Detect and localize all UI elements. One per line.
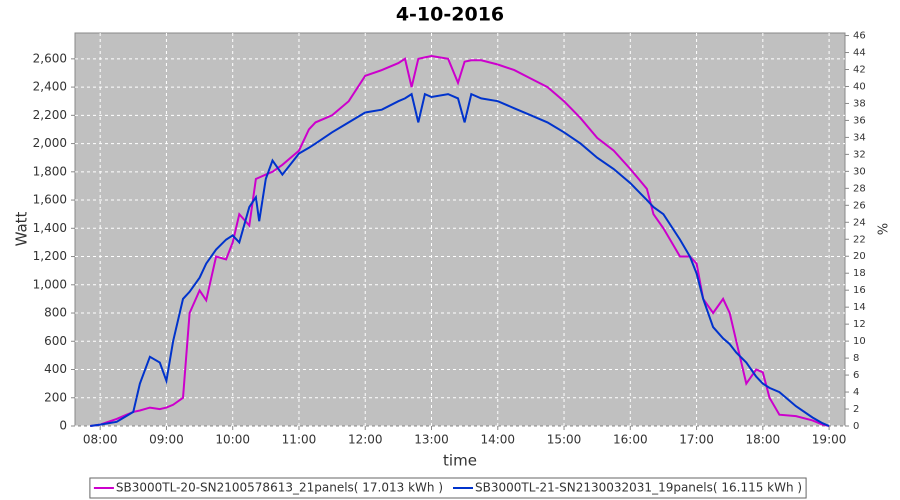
x-tick-label: 10:00	[215, 433, 250, 447]
y2-tick-label: 12	[853, 319, 866, 330]
x-axis-label: time	[443, 452, 477, 470]
y2-tick-label: 40	[853, 81, 866, 92]
legend-label: SB3000TL-20-SN2100578613_21panels( 17.01…	[116, 481, 443, 495]
y2-tick-label: 24	[853, 217, 866, 228]
y-tick-label: 600	[44, 334, 67, 348]
x-tick-label: 09:00	[149, 433, 184, 447]
y2-tick-label: 8	[853, 353, 859, 364]
y2-tick-label: 0	[853, 421, 859, 432]
series-line	[90, 92, 830, 427]
y2-tick-label: 10	[853, 336, 866, 347]
y-tick-label: 1,200	[33, 249, 67, 263]
y2-tick-label: 2	[853, 404, 859, 415]
y2-tick-label: 20	[853, 251, 866, 262]
y-tick-label: 1,800	[33, 164, 67, 178]
x-tick-label: 11:00	[282, 433, 317, 447]
y2-tick-label: 6	[853, 370, 859, 381]
y-tick-label: 400	[44, 362, 67, 376]
y2-tick-label: 44	[853, 48, 866, 59]
y2-tick-label: 4	[853, 387, 859, 398]
y2-tick-label: 42	[853, 64, 866, 75]
y2-tick-label: 46	[853, 31, 866, 42]
y2-tick-label: 22	[853, 234, 866, 245]
y-axis-label: Watt	[13, 211, 31, 246]
y2-tick-label: 16	[853, 285, 866, 296]
y2-tick-label: 26	[853, 200, 866, 211]
y-tick-label: 1,000	[33, 277, 67, 291]
x-tick-label: 18:00	[746, 433, 781, 447]
legend: SB3000TL-20-SN2100578613_21panels( 17.01…	[89, 477, 807, 499]
y2-tick-label: 38	[853, 98, 866, 109]
y-tick-label: 1,400	[33, 221, 67, 235]
y2-axis-label: %	[874, 223, 889, 235]
chart-title: 4-10-2016	[396, 4, 504, 26]
y-tick-label: 200	[44, 390, 67, 404]
x-tick-label: 15:00	[547, 433, 582, 447]
series-line	[90, 54, 830, 427]
x-tick-label: 12:00	[348, 433, 383, 447]
legend-box	[89, 477, 807, 499]
x-tick-label: 19:00	[812, 433, 847, 447]
x-tick-label: 08:00	[83, 433, 118, 447]
y-tick-label: 2,000	[33, 136, 67, 150]
x-tick-label: 17:00	[679, 433, 714, 447]
y-tick-label: 800	[44, 306, 67, 320]
y-tick-label: 0	[59, 419, 67, 433]
plot-area	[74, 32, 846, 427]
x-tick-label: 14:00	[480, 433, 515, 447]
y2-tick-label: 36	[853, 115, 866, 126]
y-tick-label: 1,600	[33, 193, 67, 207]
y2-tick-label: 14	[853, 302, 866, 313]
x-tick-label: 16:00	[613, 433, 648, 447]
x-tick-label: 13:00	[414, 433, 449, 447]
y-tick-label: 2,600	[33, 51, 67, 65]
y2-tick-label: 34	[853, 132, 866, 143]
y2-tick-label: 32	[853, 149, 866, 160]
y2-tick-label: 28	[853, 183, 866, 194]
y-tick-label: 2,200	[33, 108, 67, 122]
y2-tick-label: 30	[853, 166, 866, 177]
y2-tick-label: 18	[853, 268, 866, 279]
y-tick-label: 2,400	[33, 80, 67, 94]
legend-label: SB3000TL-21-SN2130032031_19panels( 16.11…	[475, 481, 802, 495]
